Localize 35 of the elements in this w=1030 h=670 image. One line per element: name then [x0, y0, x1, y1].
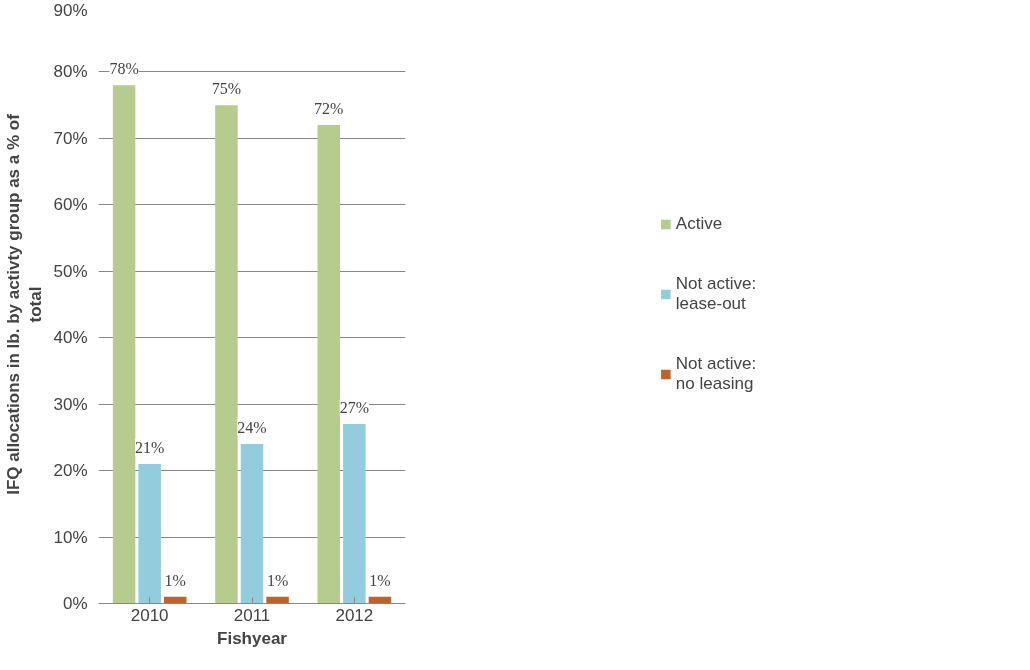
data-label: 78%: [109, 60, 139, 78]
x-tick-label: 2010: [130, 605, 169, 625]
y-tick-label: 0%: [62, 594, 88, 613]
y-tick-label: 10%: [53, 527, 88, 547]
bar: [112, 85, 136, 604]
data-label: 1%: [164, 571, 186, 589]
bar: [215, 105, 238, 604]
bar: [266, 596, 289, 604]
x-axis-title: Fishyear: [217, 628, 288, 648]
y-tick-label: 80%: [53, 62, 88, 82]
bar: [343, 424, 366, 604]
x-tick-label: 2012: [335, 605, 374, 625]
data-label: 24%: [237, 419, 267, 437]
legend-label: Not active: no leasing: [675, 354, 757, 394]
legend-label: Not active: lease-out: [675, 274, 757, 314]
y-tick-label: 50%: [53, 261, 88, 281]
data-label: 75%: [211, 80, 242, 98]
y-tick-label: 60%: [53, 195, 88, 215]
data-label: 27%: [339, 399, 369, 417]
bar: [138, 463, 161, 604]
legend-label: Active: [675, 214, 723, 234]
bar: [163, 596, 187, 604]
y-tick-label: 30%: [53, 394, 88, 414]
y-tick-label: 20%: [53, 461, 88, 481]
data-label: 21%: [135, 438, 165, 456]
bar: [240, 444, 264, 604]
y-tick-label: 40%: [53, 328, 88, 348]
bar: [317, 125, 341, 604]
data-label: 1%: [369, 571, 391, 589]
x-tick-label: 2011: [233, 605, 271, 625]
y-tick-label: 90%: [53, 0, 88, 20]
y-axis-title: IFQ allocations in lb. by activty group as a % of total: [3, 113, 46, 495]
y-tick-label: 70%: [53, 128, 88, 148]
data-label: 72%: [314, 100, 344, 118]
data-label: 1%: [266, 571, 289, 589]
